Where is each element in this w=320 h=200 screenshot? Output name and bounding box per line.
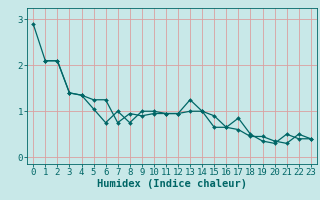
- X-axis label: Humidex (Indice chaleur): Humidex (Indice chaleur): [97, 179, 247, 189]
